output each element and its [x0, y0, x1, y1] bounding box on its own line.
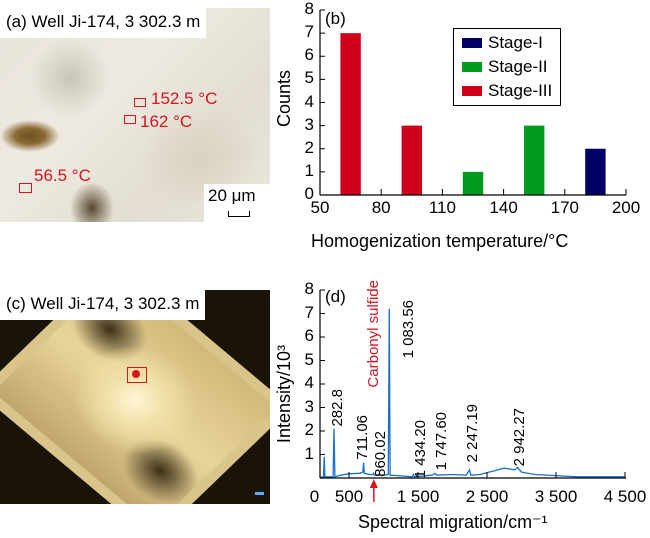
x-tick-label: 140 [489, 198, 518, 217]
x-tick-label: 50 [310, 198, 330, 217]
peak-label: 282.8 [329, 389, 346, 427]
temperature-label: 152.5 °C [151, 89, 218, 108]
x-tick-label: 3 500 [534, 487, 578, 506]
micrograph-crystal [0, 290, 270, 504]
peak-label: 1 747.60 [433, 411, 450, 470]
x-tick-label: 170 [550, 198, 579, 217]
scale-bar [255, 492, 264, 495]
legend: Stage-I Stage-II Stage-III [453, 28, 562, 106]
peak-label: 2 942.27 [511, 407, 528, 466]
legend-label: Stage-I [488, 33, 543, 52]
legend-swatch [462, 62, 482, 72]
legend-item-stage-3: Stage-III [462, 79, 552, 103]
legend-swatch [462, 38, 482, 48]
y-tick-label: 4 [304, 373, 314, 392]
legend-swatch [462, 86, 482, 96]
y-tick-label: 4 [304, 91, 314, 111]
inclusion-marker [134, 98, 146, 107]
y-tick-label: 5 [304, 68, 314, 88]
x-tick-label: 1 500 [396, 487, 440, 506]
y-tick-label: 6 [304, 45, 314, 65]
x-tick-label: 200 [611, 198, 641, 217]
x-tick-label: 110 [428, 198, 456, 217]
y-tick-label: 8 [304, 0, 314, 18]
x-axis-title: Homogenization temperature/°C [311, 231, 569, 251]
legend-label: Stage-II [488, 57, 548, 76]
peak-label: 1 083.56 [400, 300, 417, 359]
x-tick-label: 2 500 [465, 487, 509, 506]
scale-bar: 20 μm [204, 184, 270, 222]
bar [462, 171, 484, 195]
panel-d-label: (d) [325, 287, 346, 306]
y-tick-label: 1 [304, 160, 314, 180]
temperature-label: 162 °C [140, 112, 193, 131]
y-tick-label: 2 [304, 137, 314, 157]
scale-bar-label: 20 μm [208, 186, 256, 205]
panel-c-label: (c) Well Ji-174, 3 302.3 m [0, 288, 206, 320]
peak-label: 711.06 [354, 415, 371, 460]
x-tick-label: 500 [334, 487, 364, 506]
y-tick-label: 6 [304, 326, 314, 345]
inclusion-marker [19, 183, 32, 193]
scale-bar-line [228, 211, 250, 217]
y-tick-label: 2 [304, 420, 314, 439]
analysis-point-box [127, 367, 147, 383]
x-tick-label: 80 [371, 198, 391, 217]
y-tick-label: 1 [304, 443, 314, 463]
bar [340, 33, 361, 195]
legend-item-stage-1: Stage-I [462, 31, 552, 55]
y-tick-label: 7 [304, 302, 314, 322]
histogram-chart [319, 9, 627, 196]
carbonyl-sulfide-annotation: Carbonyl sulfide [365, 280, 382, 388]
analysis-point [132, 370, 140, 378]
legend-item-stage-2: Stage-II [462, 55, 552, 79]
y-axis-title: Intensity/10³ [274, 345, 294, 444]
x-tick-label: 0 [309, 487, 320, 506]
panel-a-label: (a) Well Ji-174, 3 302.3 m [0, 6, 207, 38]
inclusion-marker [124, 115, 136, 124]
legend-label: Stage-III [488, 81, 553, 100]
x-tick-label: 4 500 [603, 487, 647, 506]
peak-label: 1 434.20 [412, 419, 429, 478]
temperature-label: 56.5 °C [34, 166, 91, 185]
y-tick-label: 7 [304, 22, 314, 42]
y-tick-label: 3 [304, 396, 314, 416]
y-tick-label: 3 [304, 114, 314, 134]
x-axis-title: Spectral migration/cm⁻¹ [358, 512, 548, 532]
panel-b-label: (b) [325, 9, 346, 28]
arrow-head-icon [369, 479, 378, 488]
bar [585, 148, 606, 195]
spectrum-chart [319, 289, 626, 502]
spectrum-line [319, 308, 625, 479]
y-tick-label: 8 [304, 279, 314, 298]
bar [401, 125, 422, 195]
peak-label: 2 247.19 [464, 403, 481, 462]
peak-label: 860.02 [372, 431, 389, 477]
y-tick-label: 0 [304, 184, 314, 203]
micrograph-fluid-inclusions: 152.5 °C 162 °C 56.5 °C 20 μm [0, 8, 270, 222]
y-tick-label: 5 [304, 349, 314, 369]
y-axis-title: Counts [274, 70, 294, 128]
bar [524, 125, 545, 195]
